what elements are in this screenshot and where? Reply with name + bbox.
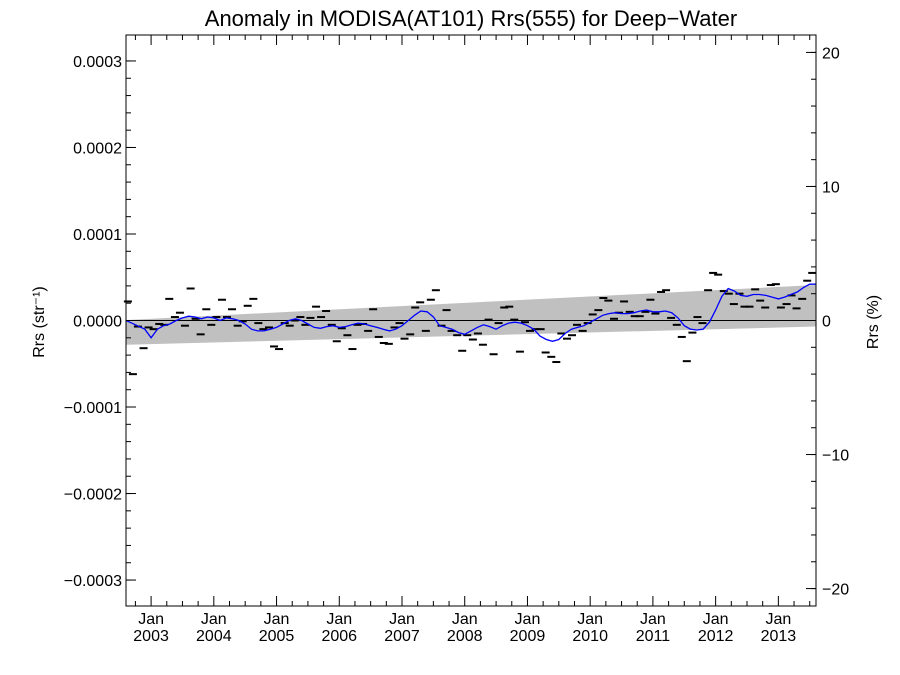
- x-tick-label-year: 2007: [384, 628, 420, 645]
- plot-area: [123, 271, 817, 376]
- x-tick-label-month: Jan: [515, 611, 541, 628]
- y-axis-right-label: Rrs (%): [865, 295, 882, 349]
- x-tick-label-month: Jan: [138, 611, 164, 628]
- y-tick-label-right: 10: [822, 179, 840, 196]
- running-mean-line: [125, 283, 816, 342]
- x-tick-label-month: Jan: [640, 611, 666, 628]
- y-tick-label-right: −10: [822, 448, 849, 465]
- y-tick-label-right: 20: [822, 45, 840, 62]
- axes: 0.0003 0.0002 0.0001 0.0000 −0.0001 −0.0002 −0…: [64, 34, 849, 645]
- x-tick-label-year: 2003: [133, 628, 169, 645]
- chart-title: Anomaly in MODISA(AT101) Rrs(555) for De…: [205, 6, 737, 31]
- confidence-band: [126, 285, 816, 345]
- y-tick-label-left: −0.0001: [64, 400, 122, 417]
- x-tick-label-year: 2006: [321, 628, 357, 645]
- x-tick-label-month: Jan: [703, 611, 729, 628]
- y-tick-label-left: 0.0003: [73, 54, 122, 71]
- y-tick-label-left: −0.0002: [64, 487, 122, 504]
- y-tick-label-right: 0: [822, 314, 831, 331]
- y-axis-left-label: Rrs (str⁻¹): [31, 286, 48, 358]
- x-tick-label-month: Jan: [452, 611, 478, 628]
- x-tick-label-month: Jan: [326, 611, 352, 628]
- y-tick-label-left: 0.0002: [73, 140, 122, 157]
- x-tick-label-year: 2012: [698, 628, 734, 645]
- x-tick-label-month: Jan: [577, 611, 603, 628]
- x-tick-label-year: 2008: [447, 628, 483, 645]
- y-tick-label-left: 0.0001: [73, 227, 122, 244]
- x-tick-label-month: Jan: [264, 611, 290, 628]
- y-tick-label-right: −20: [822, 582, 849, 599]
- x-tick-label-month: Jan: [389, 611, 415, 628]
- x-tick-label-year: 2011: [636, 628, 671, 645]
- x-tick-label-year: 2013: [761, 628, 797, 645]
- y-tick-label-left: 0.0000: [73, 314, 122, 331]
- x-tick-label-year: 2004: [196, 628, 232, 645]
- x-tick-label-month: Jan: [765, 611, 791, 628]
- x-tick-label-month: Jan: [201, 611, 227, 628]
- x-tick-label-year: 2009: [510, 628, 546, 645]
- x-tick-label-year: 2005: [259, 628, 295, 645]
- x-tick-label-year: 2010: [572, 628, 608, 645]
- y-tick-label-left: −0.0003: [64, 573, 122, 590]
